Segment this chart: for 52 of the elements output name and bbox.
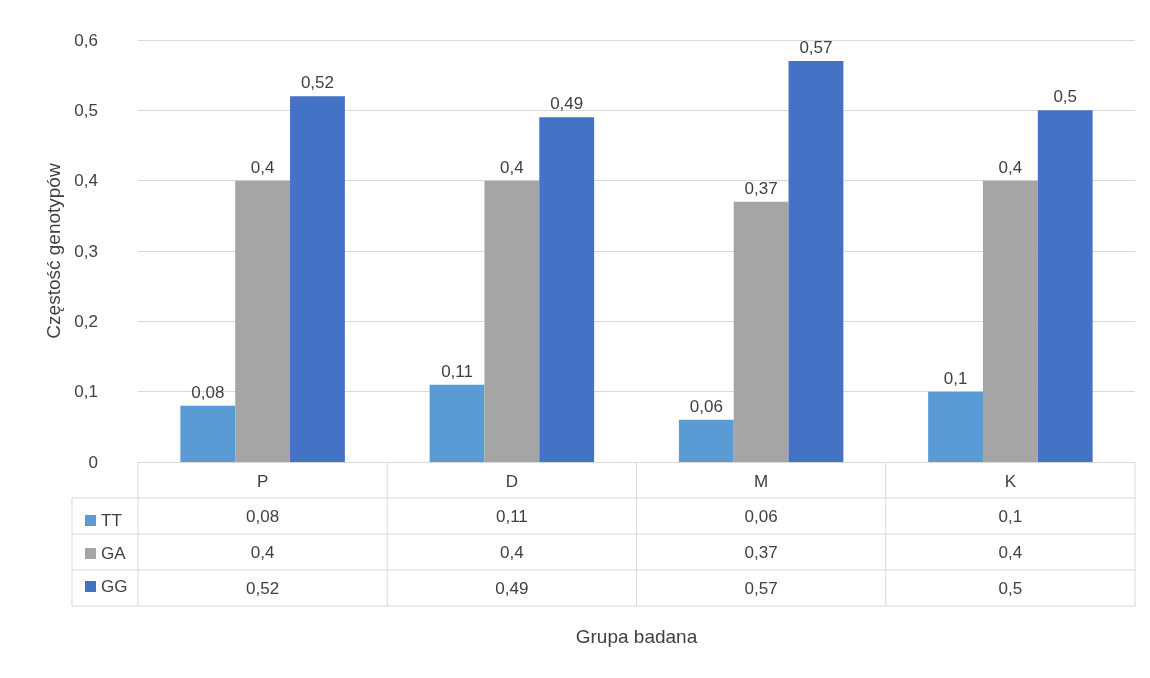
x-tick-label: P [256,472,269,491]
x-tick-label: M [754,472,769,491]
data-label: 0,57 [744,578,778,598]
bar [982,180,1038,462]
text: 0,57 [799,38,833,58]
data-label: 0,49 [495,578,529,598]
data-label: 0,06 [744,506,778,526]
data-label: 0,4 [500,542,524,562]
bar [290,96,345,462]
bar [180,405,236,462]
y-tick-label: 0,5 [74,100,98,120]
text: 0,49 [550,94,584,114]
bar [539,117,595,462]
text: 0,4 [250,157,275,177]
text: Grupa badana [575,625,698,647]
data-label: 0,37 [744,542,778,562]
text: 0,52 [300,73,335,93]
bar [429,384,485,462]
legend-label: TT [101,511,122,530]
y-tick-label: 0,6 [74,30,98,50]
data-label: 0,1 [998,506,1023,526]
y-tick-label: 0,4 [74,171,98,191]
y-tick-label: 0 [88,452,98,472]
x-tick-label: K [1004,472,1017,491]
text: 0,37 [744,178,778,198]
data-label: 0,4 [250,542,275,562]
data-label: 0,5 [998,578,1023,598]
text: 0,06 [689,396,723,416]
bar [484,180,540,462]
text: 0,11 [441,361,473,381]
text: 0,08 [191,382,225,402]
text: 0,1 [943,368,968,388]
y-axis-title: Częstość genotypów [43,163,65,339]
bar [1037,110,1093,462]
text: 0,4 [500,157,524,177]
data-label: 0,08 [246,506,280,526]
x-tick-label: D [505,472,519,491]
bar [928,391,983,462]
data-label: 0,11 [495,506,528,526]
y-tick-label: 0,2 [74,311,98,331]
data-label: 0,4 [998,542,1023,562]
bar [733,201,789,462]
bar [788,61,844,462]
legend-label: GG [101,577,128,596]
legend-label: GA [101,544,127,563]
bar [235,180,291,462]
data-label: 0,52 [246,578,280,598]
y-tick-label: 0,1 [74,382,98,402]
y-tick-label: 0,3 [74,241,98,261]
bar [678,419,734,462]
text: 0,4 [998,157,1023,177]
text: 0,5 [1053,87,1078,107]
